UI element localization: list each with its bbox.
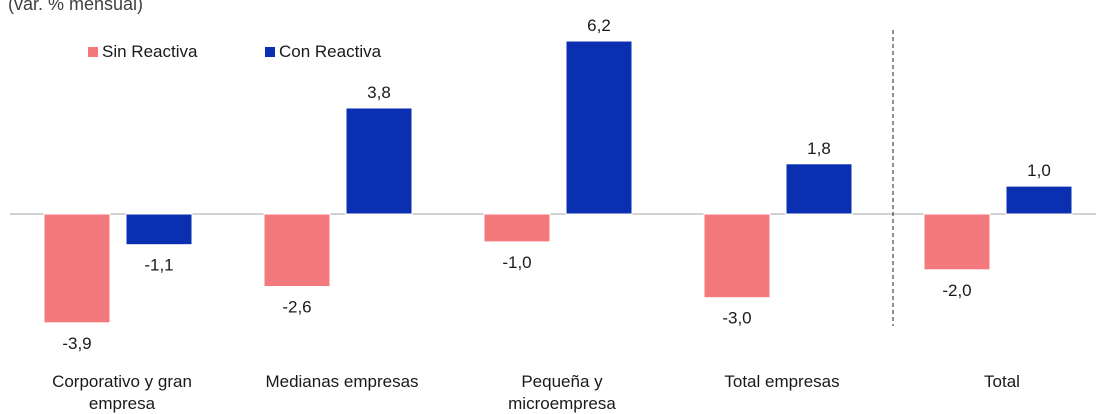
category-label-2-line-1: microempresa [508, 394, 616, 413]
data-label-sin-reactiva-0: -3,9 [62, 334, 91, 353]
data-label-sin-reactiva-2: -1,0 [502, 253, 531, 272]
legend-swatch-1 [265, 47, 275, 57]
data-label-sin-reactiva-4: -2,0 [942, 281, 971, 300]
data-label-con-reactiva-0: -1,1 [144, 256, 173, 275]
bar-sin-reactiva-4 [923, 213, 991, 271]
legend-label-1: Con Reactiva [279, 42, 382, 61]
bar-con-reactiva-0 [125, 213, 193, 246]
bar-sin-reactiva-3 [703, 213, 771, 299]
category-label-3: Total empresas [724, 372, 839, 391]
legend-swatch-0 [88, 47, 98, 57]
data-label-sin-reactiva-1: -2,6 [282, 298, 311, 317]
data-label-con-reactiva-4: 1,0 [1027, 161, 1051, 180]
bar-sin-reactiva-1 [263, 213, 331, 288]
data-label-con-reactiva-2: 6,2 [587, 16, 611, 35]
data-label-sin-reactiva-3: -3,0 [722, 309, 751, 328]
data-label-con-reactiva-1: 3,8 [367, 83, 391, 102]
data-label-con-reactiva-3: 1,8 [807, 139, 831, 158]
chart-subtitle: (var. % mensual) [8, 0, 144, 14]
category-label-0-line-1: empresa [89, 394, 156, 413]
category-label-0-line-0: Corporativo y gran [52, 372, 192, 391]
category-label-1: Medianas empresas [265, 372, 418, 391]
bar-sin-reactiva-2 [483, 213, 551, 243]
bar-con-reactiva-2 [565, 40, 633, 215]
bar-con-reactiva-1 [345, 107, 413, 215]
category-label-4: Total [984, 372, 1020, 391]
bar-con-reactiva-3 [785, 163, 853, 215]
legend-label-0: Sin Reactiva [102, 42, 198, 61]
bar-sin-reactiva-0 [43, 213, 111, 324]
bar-con-reactiva-4 [1005, 185, 1073, 215]
category-label-2-line-0: Pequeña y [521, 372, 603, 391]
